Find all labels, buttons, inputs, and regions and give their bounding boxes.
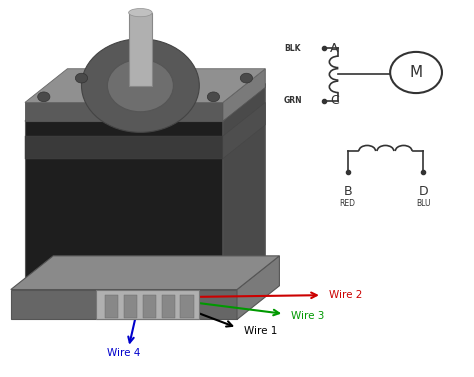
Polygon shape [237,256,279,319]
Polygon shape [25,69,265,103]
Polygon shape [105,295,118,317]
Text: M: M [410,65,423,80]
Polygon shape [25,103,223,121]
Polygon shape [25,121,223,293]
Polygon shape [143,295,156,317]
Circle shape [82,39,199,132]
Text: RED: RED [340,199,356,208]
Text: BLK: BLK [284,44,301,53]
Text: C: C [330,94,338,107]
Polygon shape [128,12,152,86]
Text: GRN: GRN [284,96,303,105]
Circle shape [108,60,173,112]
Text: BLU: BLU [416,199,430,208]
Polygon shape [11,256,279,290]
Text: D: D [419,185,428,198]
Ellipse shape [128,9,152,17]
Polygon shape [25,136,223,159]
Polygon shape [11,290,237,319]
Polygon shape [96,290,199,319]
Polygon shape [25,84,265,121]
Polygon shape [223,69,265,121]
Circle shape [207,92,219,102]
Polygon shape [162,295,175,317]
Circle shape [240,73,253,83]
Text: A: A [330,42,338,55]
Polygon shape [124,295,137,317]
Polygon shape [223,103,265,159]
Text: Wire 2: Wire 2 [329,290,362,300]
Polygon shape [223,84,265,293]
Circle shape [37,92,50,102]
Circle shape [75,73,88,83]
Polygon shape [181,295,194,317]
Text: Wire 3: Wire 3 [291,311,325,322]
Text: B: B [344,185,352,198]
Text: Wire 1: Wire 1 [244,326,277,336]
Text: Wire 4: Wire 4 [108,348,141,358]
